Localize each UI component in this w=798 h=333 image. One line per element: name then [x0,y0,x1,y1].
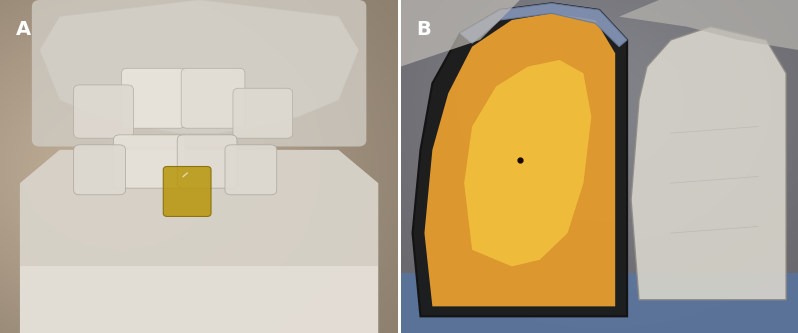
Polygon shape [460,3,627,47]
Polygon shape [20,150,378,333]
Polygon shape [464,60,591,266]
Polygon shape [413,3,627,316]
FancyBboxPatch shape [233,88,293,138]
Polygon shape [40,0,358,133]
Bar [401,273,798,333]
FancyBboxPatch shape [32,0,366,147]
Text: B: B [417,20,431,39]
Polygon shape [631,27,786,300]
FancyBboxPatch shape [181,68,245,128]
FancyBboxPatch shape [73,145,125,195]
Polygon shape [401,0,519,67]
Polygon shape [425,13,615,306]
Text: A: A [16,20,31,39]
FancyBboxPatch shape [121,68,185,128]
FancyBboxPatch shape [177,135,237,188]
FancyBboxPatch shape [164,166,211,216]
FancyBboxPatch shape [225,145,277,195]
FancyBboxPatch shape [73,85,133,138]
FancyBboxPatch shape [20,266,378,333]
FancyBboxPatch shape [113,135,185,188]
Polygon shape [619,0,798,50]
